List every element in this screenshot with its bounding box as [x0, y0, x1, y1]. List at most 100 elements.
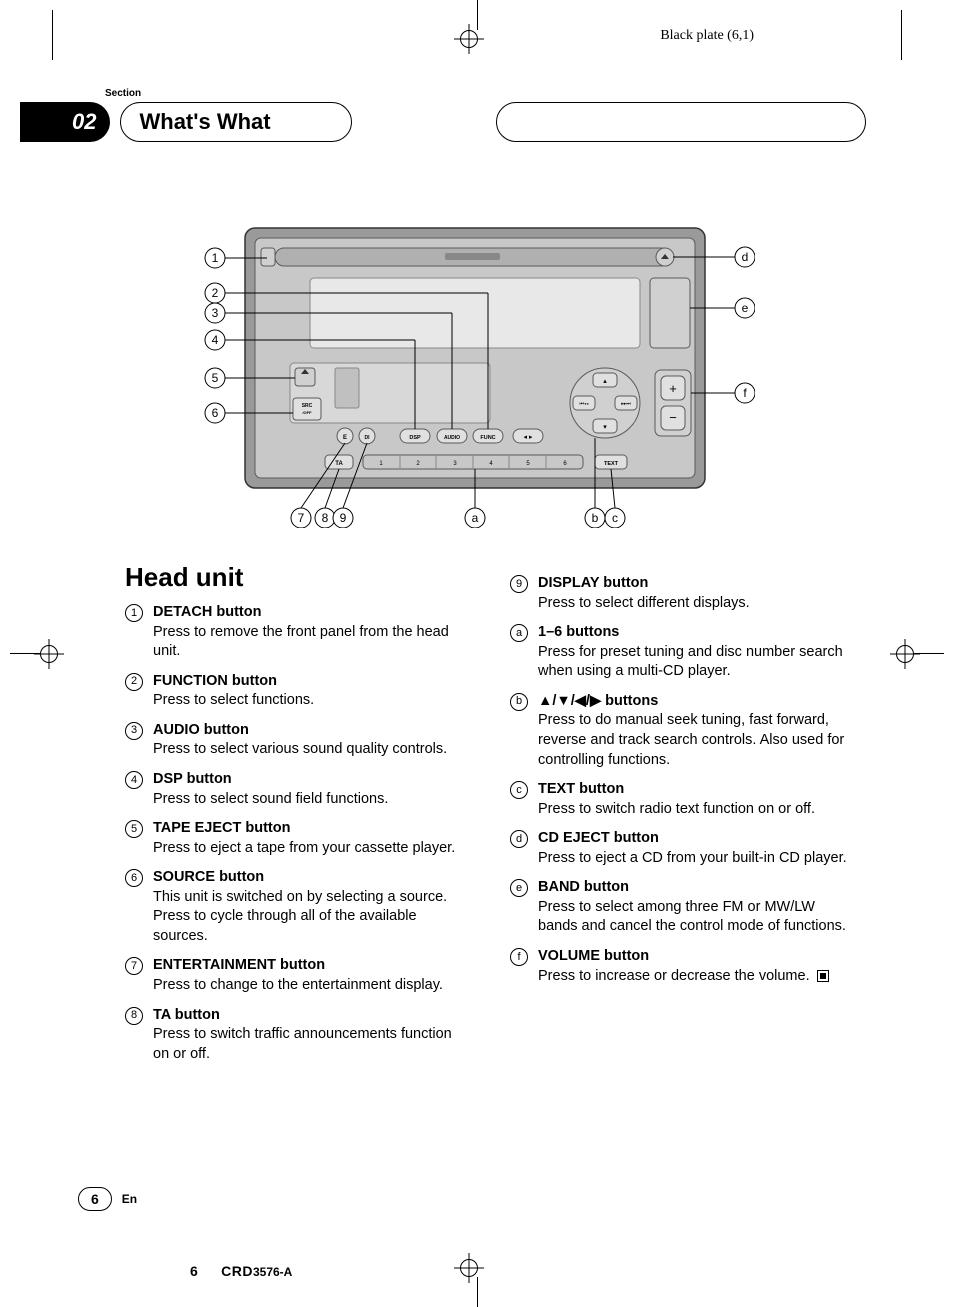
bottom-footer: 6 CRD3576-A	[190, 1263, 292, 1279]
svg-text:2: 2	[212, 286, 219, 300]
item-number: 3	[125, 722, 143, 740]
item-description: Press for preset tuning and disc number …	[538, 643, 855, 682]
right-column: 9 DISPLAY button Press to select different…	[510, 562, 855, 1074]
item-title: TA button	[153, 1007, 220, 1023]
list-item: 9 DISPLAY button Press to select different…	[510, 574, 855, 613]
svg-text:4: 4	[212, 333, 219, 347]
list-item: 8 TA button Press to switch traffic announ…	[125, 1006, 470, 1065]
item-number: 2	[125, 673, 143, 691]
list-item: b▲/▼/◀/▶ buttonsPress to do manual seek …	[510, 692, 855, 770]
item-number: c	[510, 781, 528, 799]
item-number: 9	[510, 575, 528, 593]
list-item: 3 AUDIO button Press to select various sou…	[125, 721, 470, 760]
item-number: 4	[125, 771, 143, 789]
item-title: DISPLAY button	[538, 575, 648, 591]
svg-text:/OFF: /OFF	[302, 410, 312, 415]
item-number: 8	[125, 1007, 143, 1025]
item-description: Press to switch traffic announcements fu…	[153, 1025, 470, 1064]
svg-text:8: 8	[322, 511, 329, 525]
list-item: c TEXT button Press to switch radio text f…	[510, 780, 855, 819]
item-description: Press to switch radio text function on o…	[538, 800, 855, 820]
head-unit-diagram: SRC /OFF E DI DSP AUDIO FUNC ◂ ▸ ▴ ▾ ⏮◂◂…	[195, 218, 755, 528]
section-title: What's What	[120, 102, 351, 142]
svg-text:3: 3	[212, 306, 219, 320]
section-label: Section	[105, 88, 141, 99]
svg-text:7: 7	[298, 511, 305, 525]
item-number: 6	[125, 869, 143, 887]
item-number: e	[510, 879, 528, 897]
page-number-badge: 6	[78, 1187, 112, 1211]
item-description: Press to select sound field functions.	[153, 790, 470, 810]
svg-text:d: d	[742, 250, 749, 264]
svg-text:6: 6	[212, 406, 219, 420]
svg-text:a: a	[472, 511, 479, 525]
item-number: d	[510, 830, 528, 848]
section-header: 02 What's What	[20, 102, 352, 142]
page-footer: 6 En	[78, 1187, 137, 1211]
item-description: Press to select different displays.	[538, 594, 855, 614]
svg-text:+: +	[669, 381, 677, 396]
svg-text:SRC: SRC	[302, 403, 313, 409]
left-column: Head unit 1DETACH buttonPress to remove …	[125, 562, 470, 1074]
svg-text:▸▸⏭: ▸▸⏭	[621, 401, 631, 407]
item-description: Press to do manual seek tuning, fast for…	[538, 711, 855, 770]
item-title: ENTERTAINMENT button	[153, 957, 325, 973]
svg-text:5: 5	[212, 371, 219, 385]
header-empty-lozenge	[496, 102, 866, 142]
item-number: 5	[125, 820, 143, 838]
item-title: SOURCE button	[153, 869, 264, 885]
svg-text:9: 9	[340, 511, 347, 525]
item-description: Press to select among three FM or MW/LW …	[538, 898, 855, 937]
content-area: Head unit 1DETACH buttonPress to remove …	[125, 562, 855, 1074]
list-item: 1DETACH buttonPress to remove the front …	[125, 603, 470, 662]
svg-text:FUNC: FUNC	[480, 435, 495, 441]
item-description: Press to eject a CD from your built-in C…	[538, 849, 855, 869]
plate-info: Black plate (6,1)	[660, 28, 754, 44]
list-item: e BAND button Press to select among three …	[510, 878, 855, 937]
svg-text:−: −	[669, 410, 677, 425]
list-item: 7 ENTERTAINMENT button Press to change to …	[125, 956, 470, 995]
item-number: f	[510, 948, 528, 966]
item-description: Press to change to the entertainment dis…	[153, 976, 470, 996]
svg-text:c: c	[612, 511, 618, 525]
item-title: DSP button	[153, 771, 232, 787]
item-title: ▲/▼/◀/▶ buttons	[538, 693, 658, 709]
svg-text:⏮◂◂: ⏮◂◂	[579, 401, 589, 407]
svg-text:e: e	[742, 301, 749, 315]
item-description: Press to select functions.	[153, 691, 470, 711]
item-description: Press to select various sound quality co…	[153, 740, 470, 760]
model-suffix: 3576-A	[253, 1265, 292, 1279]
main-heading: Head unit	[125, 562, 470, 593]
item-title: AUDIO button	[153, 722, 249, 738]
item-number: a	[510, 624, 528, 642]
end-mark-icon	[817, 970, 829, 982]
item-description: Press to increase or decrease the volume…	[538, 967, 855, 987]
svg-text:▴: ▴	[603, 378, 607, 385]
item-title: VOLUME button	[538, 948, 649, 964]
item-title: TAPE EJECT button	[153, 820, 290, 836]
svg-text:b: b	[592, 511, 599, 525]
item-title: 1–6 buttons	[538, 624, 619, 640]
model-prefix: CRD	[221, 1263, 253, 1279]
svg-text:DI: DI	[365, 435, 371, 441]
item-description: This unit is switched on by selecting a …	[153, 888, 470, 947]
list-item: 4 DSP button Press to select sound field f…	[125, 770, 470, 809]
list-item: f VOLUME button Press to increase or decre…	[510, 947, 855, 986]
svg-text:E: E	[343, 435, 347, 441]
item-title: TEXT button	[538, 781, 624, 797]
list-item: a 1–6 buttons Press for preset tuning and …	[510, 623, 855, 682]
section-number-badge: 02	[20, 102, 110, 142]
list-item: 6 SOURCE button This unit is switched on b…	[125, 868, 470, 946]
language-label: En	[122, 1192, 137, 1206]
list-item: 2 FUNCTION button Press to select function…	[125, 672, 470, 711]
item-title: DETACH button	[153, 604, 261, 620]
item-number: 7	[125, 957, 143, 975]
item-title: FUNCTION button	[153, 673, 277, 689]
bottom-page-number: 6	[190, 1263, 198, 1279]
svg-text:TEXT: TEXT	[604, 461, 619, 467]
list-item: dCD EJECT buttonPress to eject a CD from…	[510, 829, 855, 868]
list-item: 5TAPE EJECT buttonPress to eject a tape …	[125, 819, 470, 858]
svg-text:◂ ▸: ◂ ▸	[524, 434, 533, 441]
item-title: BAND button	[538, 879, 629, 895]
item-description: Press to remove the front panel from the…	[153, 623, 470, 662]
